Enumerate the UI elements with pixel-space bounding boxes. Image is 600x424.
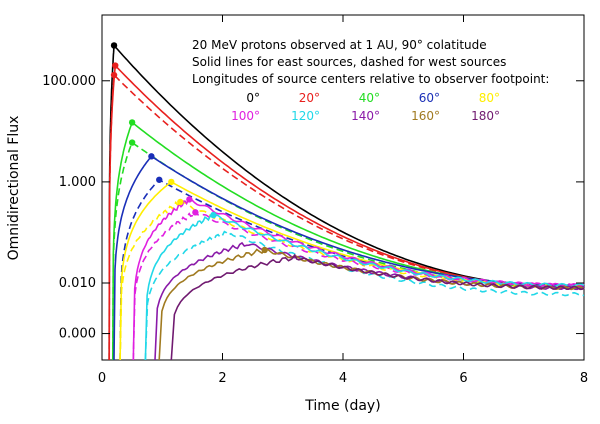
legend-item: 140° <box>351 109 380 123</box>
peak-marker <box>156 176 163 183</box>
x-tick-label: 6 <box>459 371 467 386</box>
series-line <box>132 195 585 361</box>
x-tick-label: 0 <box>98 371 106 386</box>
peak-marker <box>110 42 118 49</box>
peak-markers <box>110 42 268 254</box>
peak-marker <box>110 71 118 79</box>
peak-marker <box>177 198 184 206</box>
legend-item: 20° <box>299 91 320 105</box>
x-tick-label: 8 <box>580 371 588 386</box>
series-line <box>119 199 585 361</box>
peak-marker <box>148 153 155 160</box>
peak-marker <box>168 178 175 186</box>
legend-item: 40° <box>359 91 380 105</box>
annotation-longitudes: Longitudes of source centers relative to… <box>192 72 549 86</box>
x-tick-label: 4 <box>339 371 347 386</box>
x-axis-title: Time (day) <box>304 398 380 414</box>
legend: 0° 20° 40° 60° 80° 100° 120° 140° 160° 180° <box>231 91 500 123</box>
legend-item: 100° <box>231 109 260 123</box>
y-tick-label: 1.000 <box>59 175 96 190</box>
peak-marker <box>128 139 136 146</box>
legend-item: 80° <box>479 91 500 105</box>
legend-item: 60° <box>419 91 440 105</box>
series-group <box>108 43 585 361</box>
series-line <box>144 230 585 361</box>
y-axis: 0.000 0.010 1.000 100.000 <box>42 74 584 342</box>
x-tick-label: 2 <box>218 371 226 386</box>
peak-marker <box>112 62 119 69</box>
peak-marker <box>192 209 199 216</box>
peak-marker <box>128 119 136 126</box>
series-line <box>108 63 584 361</box>
legend-item: 0° <box>246 91 260 105</box>
series-line <box>108 73 584 361</box>
annotation-title: 20 MeV protons observed at 1 AU, 90° col… <box>192 38 487 52</box>
legend-item: 160° <box>411 109 440 123</box>
series-line <box>144 212 585 361</box>
y-tick-label: 0.000 <box>59 327 96 342</box>
y-tick-label: 100.000 <box>42 74 96 89</box>
series-line <box>119 180 584 361</box>
peak-marker <box>186 196 193 203</box>
legend-item: 120° <box>291 109 320 123</box>
series-line <box>170 253 585 361</box>
y-axis-title: Omnidirectional Flux <box>6 116 22 261</box>
x-axis: 0 2 4 6 8 <box>98 15 588 386</box>
legend-item: 180° <box>471 109 500 123</box>
peak-marker <box>210 211 217 219</box>
annotation-line-style: Solid lines for east sources, dashed for… <box>192 55 506 69</box>
peak-marker <box>261 246 268 254</box>
y-tick-label: 0.010 <box>59 276 96 291</box>
